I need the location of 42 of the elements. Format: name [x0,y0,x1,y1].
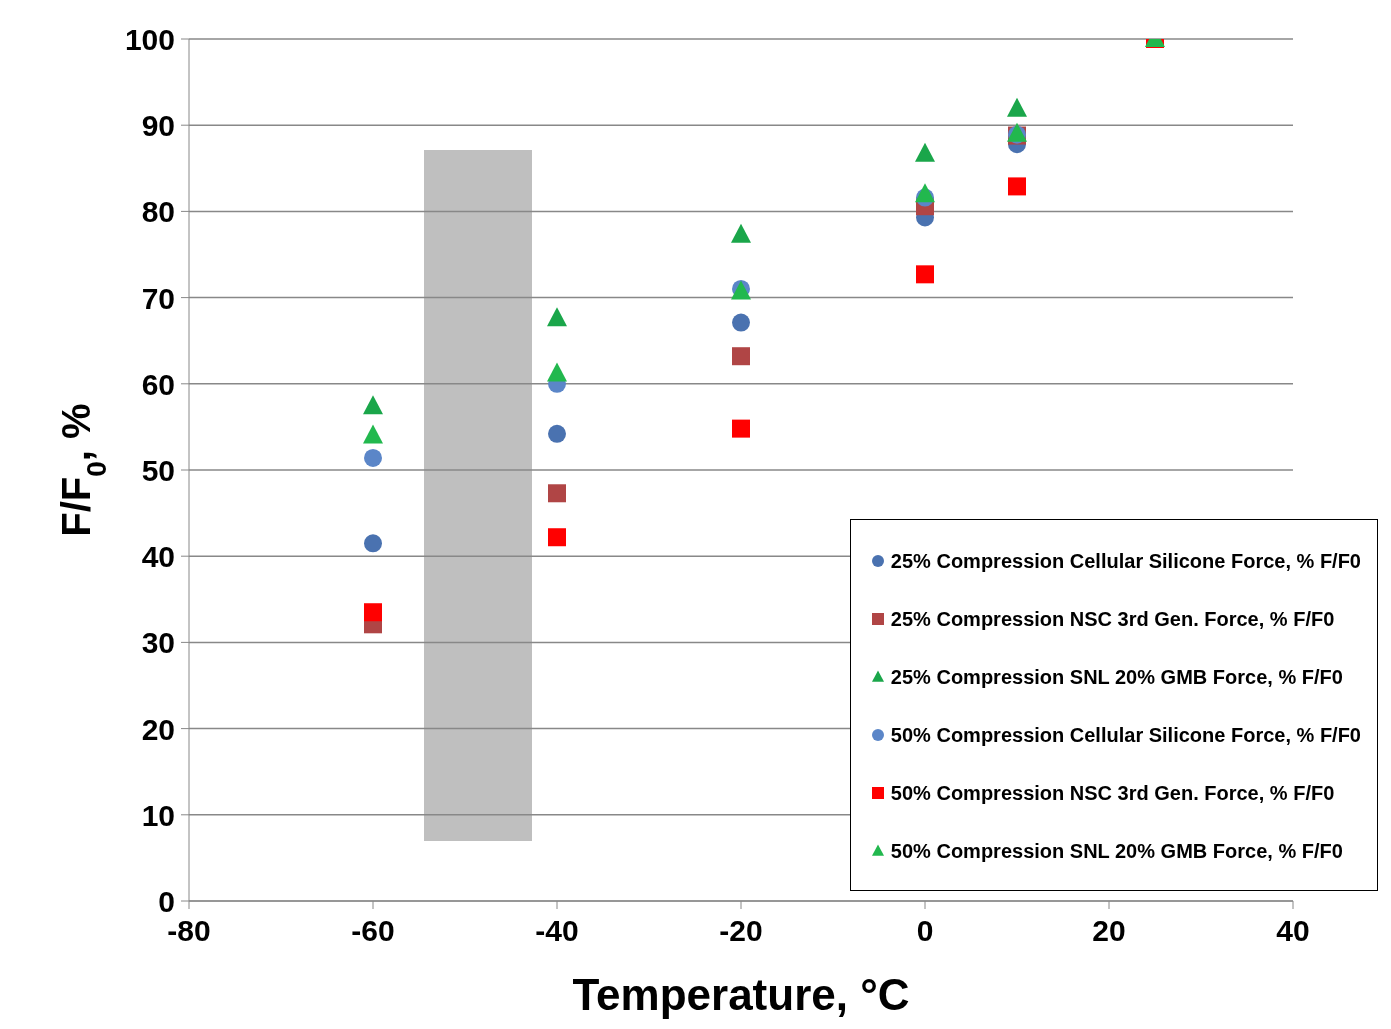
point [548,424,566,443]
y-tick-label: 30 [141,626,175,660]
x-tick-label: 40 [1276,914,1310,947]
y-tick-label: 40 [141,540,175,574]
point [548,484,566,503]
legend-label: 50% Compression Cellular Silicone Force, % F/F0 [890,723,1361,747]
y-tick-label: 60 [141,367,175,401]
point [732,313,750,332]
point [731,223,751,243]
point [364,603,382,622]
x-tick-label: 0 [916,914,934,947]
x-tick-label: -40 [535,914,579,947]
x-axis-title: Temperature, °C [572,970,910,1019]
y-tick-label: 80 [141,195,175,229]
y-tick-label: 50 [141,454,175,487]
point [548,528,566,547]
point [915,142,935,162]
point [364,534,382,553]
point [363,395,383,415]
legend-label: 25% Compression SNL 20% GMB Force, % F/F0 [890,665,1343,689]
point [732,419,750,438]
x-tick-label: -20 [719,914,763,947]
y-tick-label: 10 [141,798,175,832]
x-tick-label: -60 [351,914,395,947]
point [732,347,750,366]
point [916,265,934,284]
point [364,448,382,467]
point [547,307,567,327]
point [1007,97,1027,117]
y-tick-label: 20 [141,712,175,746]
legend-label: 50% Compression NSC 3rd Gen. Force, % F/F0 [890,781,1335,805]
point [1008,177,1026,196]
legend-label: 25% Compression NSC 3rd Gen. Force, % F/F0 [890,607,1335,631]
point [363,424,383,444]
y-tick-label: 90 [141,109,175,143]
legend-label: 25% Compression Cellular Silicone Force, % F/F0 [890,549,1361,573]
point [915,183,935,203]
legend-label: 50% Compression SNL 20% GMB Force, % F/F0 [890,839,1343,863]
point [547,362,567,382]
y-tick-label: 100 [124,23,175,56]
y-tick-label: 70 [141,281,175,315]
x-tick-label: 20 [1092,914,1126,947]
